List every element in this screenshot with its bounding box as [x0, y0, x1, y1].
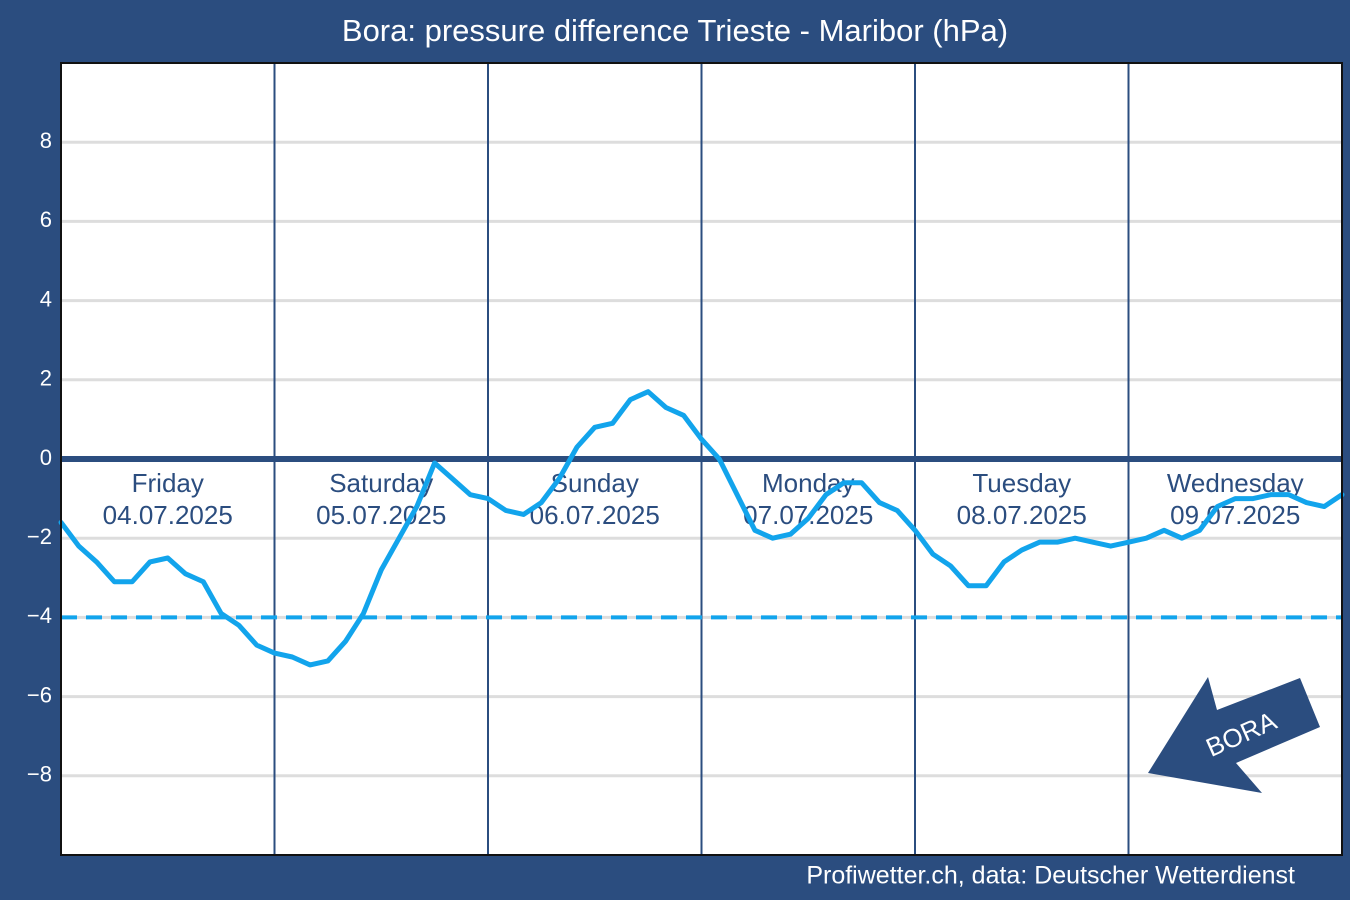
day-date: 08.07.2025 [957, 500, 1087, 530]
day-name: Friday [132, 468, 204, 498]
day-date: 05.07.2025 [316, 500, 446, 530]
y-tick-label: 2 [40, 366, 52, 391]
series-line [58, 389, 1345, 668]
y-tick-label: −2 [27, 524, 52, 549]
source: Profiwetter.ch, data: Deutscher Wetterdi… [806, 862, 1295, 890]
y-tick-label: 4 [40, 286, 52, 311]
day-date: 09.07.2025 [1170, 500, 1300, 530]
y-tick-label: −4 [27, 603, 52, 628]
y-tick-label: 6 [40, 207, 52, 232]
y-tick-label: −6 [27, 682, 52, 707]
plot-border [60, 62, 1343, 856]
day-date: 04.07.2025 [103, 500, 233, 530]
y-tick-label: 0 [40, 445, 52, 470]
bora-arrow [1148, 677, 1320, 793]
day-name: Saturday [329, 468, 433, 498]
day-date: 06.07.2025 [530, 500, 660, 530]
day-name: Tuesday [972, 468, 1071, 498]
y-tick-label: 8 [40, 128, 52, 153]
y-tick-label: −8 [27, 762, 52, 787]
chart-title: Bora: pressure difference Trieste - Mari… [342, 13, 1008, 48]
day-name: Monday [762, 468, 855, 498]
